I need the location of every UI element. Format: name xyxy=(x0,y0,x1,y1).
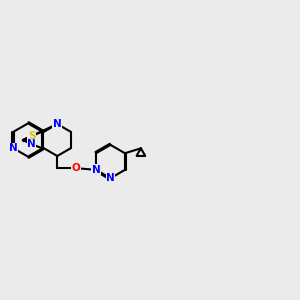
Text: N: N xyxy=(53,119,62,129)
Text: N: N xyxy=(106,173,115,183)
Text: N: N xyxy=(9,143,18,153)
Text: N: N xyxy=(92,165,100,175)
Text: N: N xyxy=(27,139,36,149)
Text: O: O xyxy=(72,163,80,173)
Text: S: S xyxy=(28,131,35,141)
